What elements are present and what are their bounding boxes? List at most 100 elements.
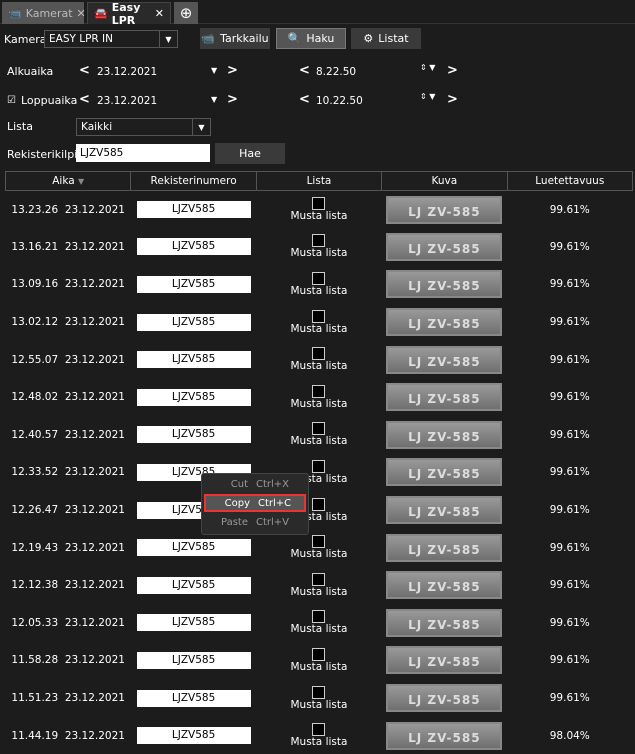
list-checkbox[interactable]: [312, 459, 326, 473]
add-tab-button[interactable]: ⊕: [174, 2, 198, 24]
list-checkbox[interactable]: [312, 384, 326, 398]
tab-kamerat[interactable]: 📹 Kamerat ✕: [2, 2, 86, 24]
plate-field[interactable]: LJZV585: [136, 651, 251, 669]
list-checkbox[interactable]: [312, 309, 326, 323]
confidence-cell: 99.61%: [549, 428, 590, 441]
plate-field[interactable]: LJZV585: [136, 576, 251, 594]
header-confidence[interactable]: Luetettavuus: [506, 171, 634, 191]
next-time-icon[interactable]: >: [447, 63, 458, 78]
end-date[interactable]: 23.12.2021: [97, 95, 158, 107]
plate-image[interactable]: LJ ZV-585: [386, 496, 503, 525]
close-icon[interactable]: ✕: [76, 6, 86, 20]
plate-field[interactable]: LJZV585: [136, 426, 251, 444]
camera-select[interactable]: EASY LPR IN ▼: [44, 30, 178, 48]
prev-time-icon[interactable]: <: [299, 92, 310, 107]
list-checkbox[interactable]: [312, 197, 326, 211]
table-row[interactable]: 11.58.28 23.12.2021 LJZV585 Musta lista …: [6, 642, 633, 680]
plate-field[interactable]: LJZV585: [136, 614, 251, 632]
plate-input[interactable]: LJZV585: [76, 144, 210, 162]
header-plate[interactable]: Rekisterinumero: [130, 171, 257, 191]
close-icon[interactable]: ✕: [154, 7, 164, 20]
plate-field[interactable]: LJZV585: [136, 275, 251, 293]
plate-image[interactable]: LJ ZV-585: [386, 345, 503, 374]
plate-field[interactable]: LJZV585: [136, 539, 251, 557]
plate-image[interactable]: LJ ZV-585: [386, 646, 503, 675]
table-row[interactable]: 13.16.21 23.12.2021 LJZV585 Musta lista …: [6, 228, 633, 266]
list-checkbox[interactable]: [312, 535, 326, 549]
plate-image[interactable]: LJ ZV-585: [386, 270, 503, 299]
table-row[interactable]: 11.51.23 23.12.2021 LJZV585 Musta lista …: [6, 679, 633, 717]
end-time-checkbox[interactable]: ☑: [7, 95, 16, 106]
start-date[interactable]: 23.12.2021: [97, 66, 158, 78]
plate-image[interactable]: LJ ZV-585: [386, 195, 503, 224]
list-checkbox[interactable]: [312, 234, 326, 248]
next-date-icon[interactable]: >: [227, 92, 238, 107]
camera-icon: 📹: [8, 6, 22, 20]
list-cell: Musta lista: [256, 191, 381, 229]
start-time[interactable]: 8.22.50: [316, 66, 357, 78]
table-row[interactable]: 12.48.02 23.12.2021 LJZV585 Musta lista …: [6, 378, 633, 416]
prev-date-icon[interactable]: <: [79, 92, 90, 107]
plate-image[interactable]: LJ ZV-585: [386, 458, 503, 487]
list-checkbox[interactable]: [312, 610, 326, 624]
table-row[interactable]: 12.33.52 23.12.2021 LJZV585 Musta lista …: [6, 454, 633, 492]
prev-date-icon[interactable]: <: [79, 63, 90, 78]
plate-image[interactable]: LJ ZV-585: [386, 420, 503, 449]
header-time[interactable]: Aika ▼: [4, 171, 132, 191]
table-row[interactable]: 12.40.57 23.12.2021 LJZV585 Musta lista …: [6, 416, 633, 454]
prev-time-icon[interactable]: <: [299, 63, 310, 78]
list-checkbox[interactable]: [312, 572, 326, 586]
header-image[interactable]: Kuva: [381, 171, 508, 191]
context-menu-item-paste[interactable]: Paste Ctrl+V: [221, 516, 290, 528]
end-time[interactable]: 10.22.50: [316, 95, 363, 107]
plate-field[interactable]: LJZV585: [136, 388, 251, 406]
table-row[interactable]: 12.55.07 23.12.2021 LJZV585 Musta lista …: [6, 341, 633, 379]
list-checkbox[interactable]: [312, 422, 326, 436]
plate-image[interactable]: LJ ZV-585: [386, 721, 503, 750]
plate-image[interactable]: LJ ZV-585: [386, 608, 503, 637]
list-checkbox[interactable]: [312, 347, 326, 361]
plate-image[interactable]: LJ ZV-585: [386, 232, 503, 261]
next-time-icon[interactable]: >: [447, 92, 458, 107]
next-date-icon[interactable]: >: [227, 63, 238, 78]
plate-image[interactable]: LJ ZV-585: [386, 533, 503, 562]
chevron-down-icon[interactable]: ▼: [211, 66, 218, 75]
plate-image[interactable]: LJ ZV-585: [386, 308, 503, 337]
chevron-down-icon[interactable]: ▼: [211, 95, 218, 104]
list-checkbox[interactable]: [312, 271, 326, 285]
list-checkbox[interactable]: [312, 647, 326, 661]
list-select[interactable]: Kaikki ▼: [76, 118, 211, 136]
plate-image[interactable]: LJ ZV-585: [386, 571, 503, 600]
table-row[interactable]: 11.44.19 23.12.2021 LJZV585 Musta lista …: [6, 717, 633, 754]
plate-image[interactable]: LJ ZV-585: [386, 383, 503, 412]
table-row[interactable]: 12.12.38 23.12.2021 LJZV585 Musta lista …: [6, 566, 633, 604]
plate-field[interactable]: LJZV585: [136, 238, 251, 256]
plate-image[interactable]: LJ ZV-585: [386, 684, 503, 713]
lists-button[interactable]: ⚙ Listat: [351, 28, 421, 49]
header-list[interactable]: Lista: [255, 171, 383, 191]
table-row[interactable]: 12.19.43 23.12.2021 LJZV585 Musta lista …: [6, 529, 633, 567]
plate-field[interactable]: LJZV585: [136, 689, 251, 707]
plate-field[interactable]: LJZV585: [136, 727, 251, 745]
monitor-button[interactable]: 📹 Tarkkailu: [200, 28, 270, 49]
plate-label: Rekisterikilpi: [7, 148, 78, 161]
search-button[interactable]: Hae: [215, 143, 285, 164]
tab-easy-lpr[interactable]: 🚘 Easy LPR ✕: [87, 1, 171, 27]
table-row[interactable]: 12.05.33 23.12.2021 LJZV585 Musta lista …: [6, 604, 633, 642]
list-checkbox[interactable]: [312, 723, 326, 737]
table-row[interactable]: 13.23.26 23.12.2021 LJZV585 Musta lista …: [6, 191, 633, 229]
spinner-time-icon[interactable]: ⇕ ▼: [420, 92, 436, 101]
table-row[interactable]: 13.02.12 23.12.2021 LJZV585 Musta lista …: [6, 303, 633, 341]
spinner-time-icon[interactable]: ⇕ ▼: [420, 63, 436, 72]
list-checkbox[interactable]: [312, 685, 326, 699]
search-mode-button[interactable]: 🔍 Haku: [276, 28, 346, 49]
plate-cell: LJZV585: [131, 642, 256, 680]
plate-field[interactable]: LJZV585: [136, 351, 251, 369]
list-checkbox[interactable]: [312, 497, 326, 511]
plate-field[interactable]: LJZV585: [136, 313, 251, 331]
table-row[interactable]: 13.09.16 23.12.2021 LJZV585 Musta lista …: [6, 266, 633, 304]
context-menu-item-cut[interactable]: Cut Ctrl+X: [230, 478, 290, 490]
context-menu-item-copy[interactable]: Copy Ctrl+C: [204, 494, 306, 512]
plate-field[interactable]: LJZV585: [136, 201, 251, 219]
table-row[interactable]: 12.26.47 23.12.2021 LJZV585 Musta lista …: [6, 491, 633, 529]
